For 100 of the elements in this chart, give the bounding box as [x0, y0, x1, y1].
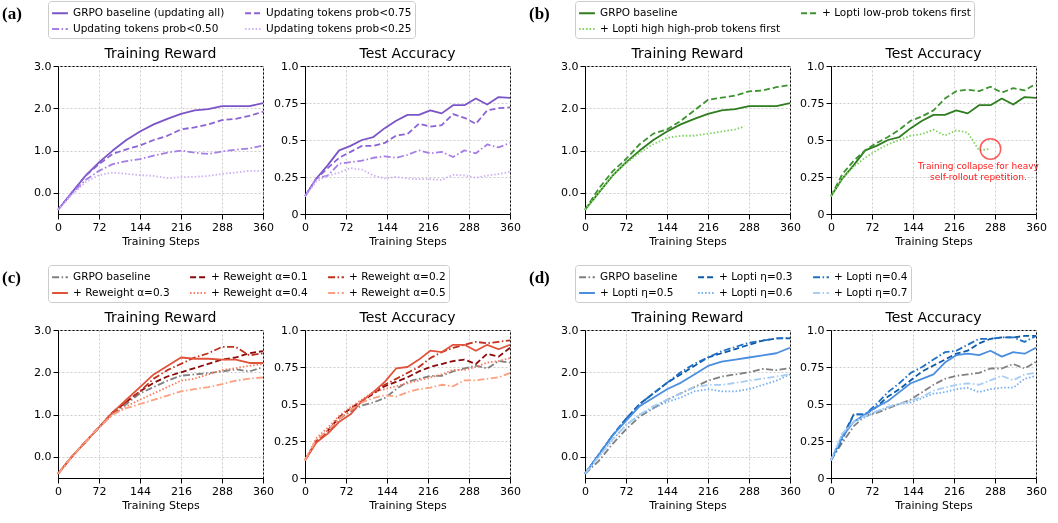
chart-title: Test Accuracy — [884, 45, 982, 61]
x-tick-label: 360 — [780, 220, 801, 234]
y-tick-label: 0.5 — [807, 397, 825, 411]
x-tick-label: 288 — [739, 484, 760, 498]
x-tick-label: 216 — [698, 220, 719, 234]
legend-label: + Reweight α=0.3 — [73, 286, 170, 298]
legend-label: + Lopti η=0.6 — [719, 286, 793, 298]
x-tick-label: 288 — [459, 484, 480, 498]
y-tick-label: 1.0 — [34, 144, 52, 158]
x-tick-label: 0 — [828, 220, 835, 234]
x-tick-label: 0 — [582, 220, 589, 234]
y-tick-label: 2.0 — [561, 365, 579, 379]
y-tick-label: 0.5 — [281, 133, 299, 147]
x-tick-label: 144 — [903, 484, 924, 498]
line-series — [584, 125, 746, 211]
legend-label: + Lopti η=0.4 — [834, 270, 908, 283]
y-tick-label: 0.25 — [800, 170, 825, 184]
x-tick-label: 288 — [985, 484, 1006, 498]
legend-label: + Lopti high high-prob tokens first — [600, 22, 781, 34]
chart-title: Training Reward — [103, 45, 217, 61]
text: (c) — [2, 268, 21, 288]
line-series — [57, 169, 264, 211]
x-axis-title: Training Steps — [648, 498, 728, 512]
y-tick-label: 0.75 — [274, 360, 299, 374]
x-tick-label: 288 — [739, 220, 760, 234]
x-tick-label: 216 — [171, 484, 192, 498]
y-tick-label: 1.0 — [561, 408, 579, 422]
legend-label: + Lopti η=0.5 — [600, 286, 674, 298]
text: (a) — [2, 4, 22, 24]
x-tick-label: 288 — [459, 220, 480, 234]
y-tick-label: 1.0 — [34, 408, 52, 422]
text: (d) — [529, 268, 550, 288]
legend-label: + Lopti η=0.7 — [834, 286, 908, 298]
x-axis-title: Training Steps — [368, 498, 448, 512]
y-tick-label: 0.0 — [561, 450, 579, 464]
y-tick-label: 3.0 — [34, 59, 52, 73]
y-tick-label: 3.0 — [561, 59, 579, 73]
annotation: Training collapse for heavy self-rollout repetition. — [917, 160, 1040, 182]
x-tick-label: 0 — [55, 484, 62, 498]
chart-title: Test Accuracy — [884, 309, 982, 325]
y-tick-label: 0.5 — [807, 133, 825, 147]
x-axis-title: Training Steps — [121, 498, 201, 512]
legend-label: + Lopti low-prob tokens first — [822, 6, 971, 19]
line-series — [304, 167, 511, 198]
x-tick-label: 216 — [944, 484, 965, 498]
x-axis-title: Training Steps — [648, 234, 728, 248]
x-tick-label: 144 — [657, 484, 678, 498]
x-tick-label: 72 — [865, 220, 880, 234]
x-tick-label: 144 — [657, 220, 678, 234]
y-tick-label: 0.0 — [561, 186, 579, 200]
y-tick-label: 3.0 — [561, 323, 579, 337]
x-tick-label: 144 — [130, 484, 151, 498]
y-tick-label: 0 — [817, 471, 825, 485]
x-tick-label: 144 — [377, 484, 398, 498]
x-axis-title: Training Steps — [368, 234, 448, 248]
chart-title: Test Accuracy — [358, 45, 456, 61]
y-tick-label: 0.25 — [274, 170, 299, 184]
y-tick-label: 0.5 — [281, 397, 299, 411]
legend-label: Updating tokens prob<0.75 — [266, 6, 412, 19]
y-tick-label: 0.0 — [34, 186, 52, 200]
y-tick-label: 2.0 — [561, 101, 579, 115]
x-tick-label: 360 — [253, 484, 274, 498]
x-tick-label: 0 — [302, 484, 309, 498]
x-tick-label: 144 — [377, 220, 398, 234]
x-tick-label: 0 — [302, 220, 309, 234]
y-tick-label: 1.0 — [807, 323, 825, 337]
legend-label: + Lopti η=0.3 — [719, 270, 793, 283]
y-tick-label: 1.0 — [561, 144, 579, 158]
x-tick-label: 360 — [500, 484, 521, 498]
chart-title: Training Reward — [630, 309, 744, 325]
x-tick-label: 288 — [212, 484, 233, 498]
legend-label: + Reweight α=0.4 — [211, 286, 308, 298]
y-tick-label: 0.0 — [34, 450, 52, 464]
x-tick-label: 144 — [130, 220, 151, 234]
x-tick-label: 72 — [619, 220, 634, 234]
y-tick-label: 0.75 — [800, 360, 825, 374]
x-tick-label: 216 — [418, 484, 439, 498]
x-tick-label: 360 — [500, 220, 521, 234]
x-tick-label: 216 — [418, 220, 439, 234]
legend-label: GRPO baseline (updating all) — [73, 6, 225, 19]
x-tick-label: 360 — [780, 484, 801, 498]
x-tick-label: 72 — [865, 484, 880, 498]
x-tick-label: 144 — [903, 220, 924, 234]
x-tick-label: 72 — [92, 484, 107, 498]
legend-label: GRPO baseline — [73, 270, 151, 283]
legend-label: Updating tokens prob<0.25 — [266, 22, 412, 34]
y-tick-label: 0 — [291, 207, 299, 221]
y-tick-label: 1.0 — [281, 59, 299, 73]
x-tick-label: 0 — [582, 484, 589, 498]
line-series — [304, 142, 511, 198]
legend-label: + Reweight α=0.2 — [349, 270, 446, 283]
y-tick-label: 0 — [817, 207, 825, 221]
x-tick-label: 360 — [253, 220, 274, 234]
y-tick-label: 0.25 — [274, 434, 299, 448]
y-tick-label: 1.0 — [281, 323, 299, 337]
line-series — [57, 144, 264, 211]
x-tick-label: 0 — [55, 220, 62, 234]
y-tick-label: 0.75 — [274, 96, 299, 110]
x-tick-label: 216 — [171, 220, 192, 234]
y-tick-label: 2.0 — [34, 365, 52, 379]
